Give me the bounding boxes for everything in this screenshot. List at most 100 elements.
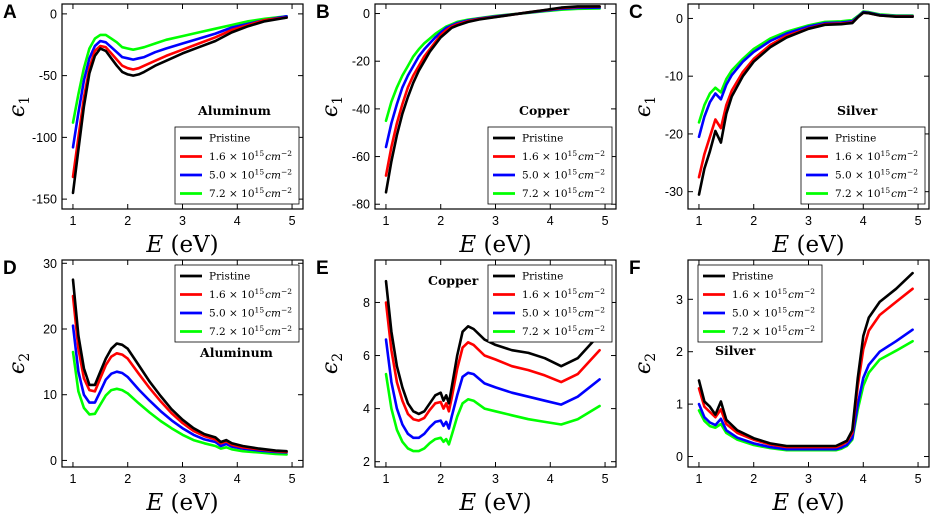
y-tick-label: 4 xyxy=(363,402,370,416)
x-tick-label: 3 xyxy=(492,214,499,228)
series-line-pristine xyxy=(384,279,601,416)
x-tick-label: 1 xyxy=(695,472,702,486)
series-line-dose2 xyxy=(71,324,288,454)
x-axis-var: E xyxy=(771,232,789,258)
legend-mantissa: 7.2 × 10 xyxy=(522,188,568,200)
y-tick-label: -80 xyxy=(352,198,370,212)
y-tick-label: 8 xyxy=(363,296,370,310)
x-tick-label: 5 xyxy=(915,214,922,228)
x-axis-var: E xyxy=(771,490,789,516)
x-tick-label: 1 xyxy=(69,472,76,486)
x-tick-label: 3 xyxy=(179,472,186,486)
legend-mantissa: 1.6 × 10 xyxy=(209,289,255,301)
x-axis-var: E xyxy=(145,490,163,516)
y-axis-symbol: ϵ xyxy=(318,362,343,374)
legend-unit: cm xyxy=(578,188,594,200)
legend-unit: cm xyxy=(265,326,281,338)
material-label: Copper xyxy=(428,273,479,288)
x-axis-var: E xyxy=(145,232,163,258)
x-axis-var: E xyxy=(458,232,476,258)
x-tick-label: 5 xyxy=(602,214,609,228)
legend-exponent: 15 xyxy=(778,287,788,296)
panel-label: E xyxy=(316,258,329,279)
legend-box xyxy=(697,264,823,343)
legend-box xyxy=(487,126,613,205)
x-tick-label: 4 xyxy=(860,472,867,486)
legend-box xyxy=(174,126,300,205)
x-tick-label: 2 xyxy=(437,214,444,228)
legend-label-dose1: 1.6 × 1015cm−2 xyxy=(835,149,918,163)
series-line-dose2 xyxy=(384,6,601,149)
x-tick-label: 4 xyxy=(860,214,867,228)
panel-label: C xyxy=(629,2,643,23)
legend-mantissa: 5.0 × 10 xyxy=(209,170,255,182)
legend-unit-exponent: −2 xyxy=(804,306,815,315)
panel-label: F xyxy=(629,258,641,279)
y-tick-label: 2 xyxy=(363,455,370,469)
legend-unit: cm xyxy=(265,289,281,301)
x-axis-label: E (eV) xyxy=(145,490,218,516)
y-axis-subscript: 1 xyxy=(643,96,659,105)
x-tick-label: 5 xyxy=(602,472,609,486)
series-group xyxy=(697,10,914,196)
legend-unit: cm xyxy=(788,308,804,320)
x-tick-label: 3 xyxy=(805,472,812,486)
y-tick-label: 0 xyxy=(363,7,370,21)
y-axis-label: ϵ1 xyxy=(631,96,659,117)
material-label: Silver xyxy=(837,103,878,118)
legend-exponent: 15 xyxy=(568,324,578,333)
panel-label: A xyxy=(3,2,17,23)
x-tick-label: 1 xyxy=(69,214,76,228)
legend-label-pristine: Pristine xyxy=(835,133,876,145)
legend-mantissa: 1.6 × 10 xyxy=(522,151,568,163)
x-tick-label: 5 xyxy=(289,472,296,486)
legend-exponent: 15 xyxy=(568,186,578,195)
x-tick-label: 5 xyxy=(289,214,296,228)
x-axis-unit: (eV) xyxy=(476,490,531,516)
legend-unit: cm xyxy=(578,151,594,163)
legend-exponent: 15 xyxy=(881,168,891,177)
y-axis-subscript: 1 xyxy=(330,96,346,105)
series-line-dose3 xyxy=(384,372,601,453)
y-tick-label: 30 xyxy=(43,257,57,271)
legend-label-dose2: 5.0 × 1015cm−2 xyxy=(835,168,918,182)
legend-label-dose3: 7.2 × 1015cm−2 xyxy=(835,186,918,200)
legend-label-pristine: Pristine xyxy=(209,271,250,283)
legend-unit: cm xyxy=(578,308,594,320)
y-axis-label: ϵ2 xyxy=(318,353,346,374)
y-tick-label: 0 xyxy=(676,450,683,464)
legend: Pristine 1.6 × 1015cm−2 5.0 × 1015cm−2 7.2 … xyxy=(800,126,926,205)
legend-label-dose2: 5.0 × 1015cm−2 xyxy=(209,168,292,182)
legend-exponent: 15 xyxy=(881,186,891,195)
y-axis-label: ϵ1 xyxy=(318,96,346,117)
legend-exponent: 15 xyxy=(255,149,265,158)
x-tick-label: 5 xyxy=(915,472,922,486)
legend-mantissa: 1.6 × 10 xyxy=(835,151,881,163)
y-tick-label: 10 xyxy=(43,388,57,402)
legend-exponent: 15 xyxy=(255,324,265,333)
series-line-pristine xyxy=(71,16,288,195)
legend-exponent: 15 xyxy=(568,149,578,158)
series-group xyxy=(697,271,914,452)
legend-box xyxy=(800,126,926,205)
legend-unit-exponent: −2 xyxy=(281,287,292,296)
legend-unit: cm xyxy=(891,170,907,182)
legend-unit: cm xyxy=(265,308,281,320)
y-tick-label: 3 xyxy=(676,293,683,307)
y-tick-label: 0 xyxy=(50,7,57,21)
series-line-dose2 xyxy=(697,328,914,451)
legend-exponent: 15 xyxy=(255,168,265,177)
legend-label-pristine: Pristine xyxy=(732,271,773,283)
legend-box xyxy=(487,264,613,343)
x-axis-unit: (eV) xyxy=(476,232,531,258)
x-axis-var: E xyxy=(458,490,476,516)
legend-label-dose1: 1.6 × 1015cm−2 xyxy=(522,149,605,163)
legend-label-pristine: Pristine xyxy=(522,133,563,145)
